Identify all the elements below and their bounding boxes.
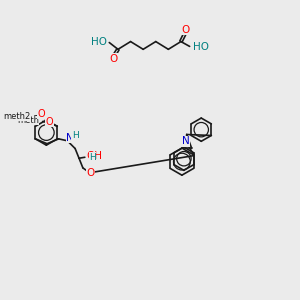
Text: H: H	[89, 153, 96, 162]
Text: O: O	[182, 25, 190, 35]
Text: HO: HO	[91, 37, 107, 46]
Text: HO: HO	[193, 42, 208, 52]
Text: O: O	[109, 54, 117, 64]
Text: N: N	[66, 133, 74, 143]
Text: O: O	[46, 117, 53, 127]
Text: H: H	[72, 131, 79, 140]
Text: O: O	[38, 109, 45, 119]
Text: meth: meth	[17, 116, 39, 125]
Text: O: O	[86, 168, 95, 178]
Text: OH: OH	[87, 151, 103, 161]
Text: N: N	[182, 136, 190, 146]
Text: meth2: meth2	[4, 112, 31, 121]
